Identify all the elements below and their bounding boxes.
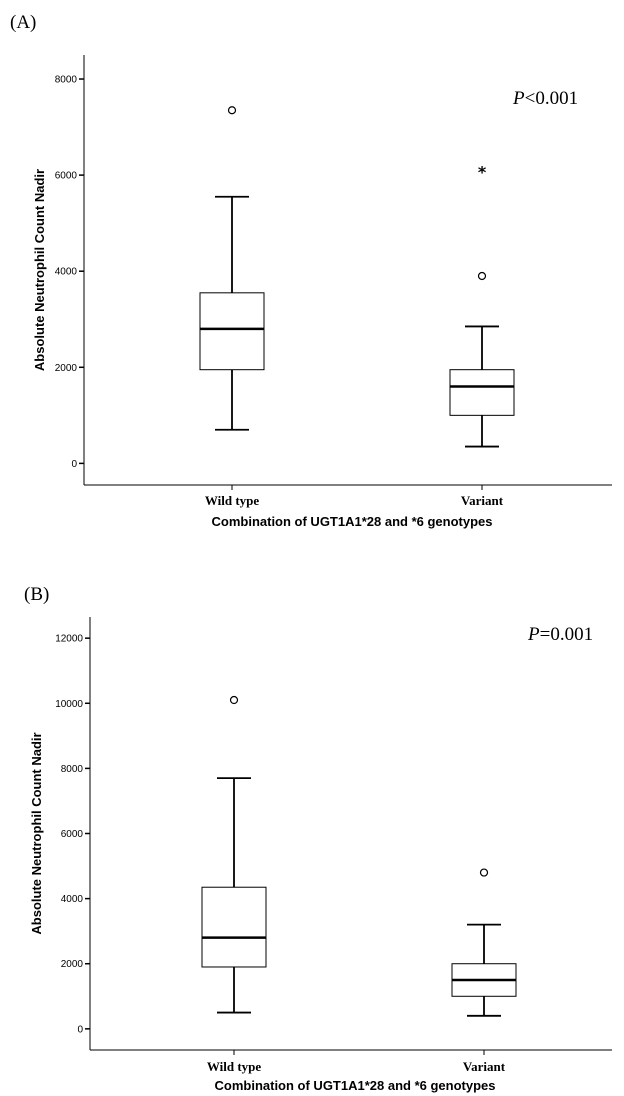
outlier-circle <box>227 106 237 115</box>
x-category-label: Variant <box>461 493 504 508</box>
y-tick-label: 4000 <box>61 894 84 905</box>
y-tick-label: 12000 <box>55 634 83 645</box>
outlier-circle <box>479 868 489 877</box>
y-tick-label: 0 <box>77 1024 83 1035</box>
p-value-annotation: P=0.001 <box>527 624 593 645</box>
y-tick-label: 6000 <box>61 829 84 840</box>
chart-panel-2: (B) 0 2000 4000 6000 8000 10000 12000 Wild type V… <box>24 584 612 1093</box>
p-value-annotation: P<0.001 <box>512 88 578 109</box>
box-variant: * <box>449 162 515 448</box>
box-variant <box>451 868 517 1017</box>
box-wild-type <box>201 695 267 1014</box>
y-tick-label: 2000 <box>55 363 78 374</box>
chart-panel-1: (A) 0 2000 4000 6000 8000 Wild type Variant Comb… <box>10 12 612 529</box>
y-axis-title: Absolute Neutrophil Count Nadir <box>32 169 47 371</box>
y-axis-title: Absolute Neutrophil Count Nadir <box>29 732 44 934</box>
y-tick-label: 0 <box>71 459 77 470</box>
x-axis-title: Combination of UGT1A1*28 and *6 genotype… <box>212 514 493 529</box>
x-axis-title: Combination of UGT1A1*28 and *6 genotype… <box>215 1078 496 1093</box>
y-tick-label: 10000 <box>55 699 83 710</box>
y-tick-label: 2000 <box>61 959 84 970</box>
panel-label: (B) <box>24 584 49 605</box>
box-wild-type <box>199 106 265 431</box>
extreme-outlier-star: * <box>478 162 487 181</box>
y-tick-label: 6000 <box>55 171 78 182</box>
outlier-circle <box>229 695 239 705</box>
panel-label: (A) <box>10 12 36 33</box>
x-category-label: Wild type <box>207 1059 262 1074</box>
y-tick-label: 8000 <box>61 764 84 775</box>
x-category-label: Variant <box>463 1059 506 1074</box>
iqr-box <box>449 369 515 416</box>
iqr-box <box>201 886 267 968</box>
outlier-circle <box>477 271 487 281</box>
y-tick-label: 4000 <box>55 267 78 278</box>
y-tick-label: 8000 <box>55 75 78 86</box>
iqr-box <box>199 292 265 371</box>
x-category-label: Wild type <box>205 493 260 508</box>
